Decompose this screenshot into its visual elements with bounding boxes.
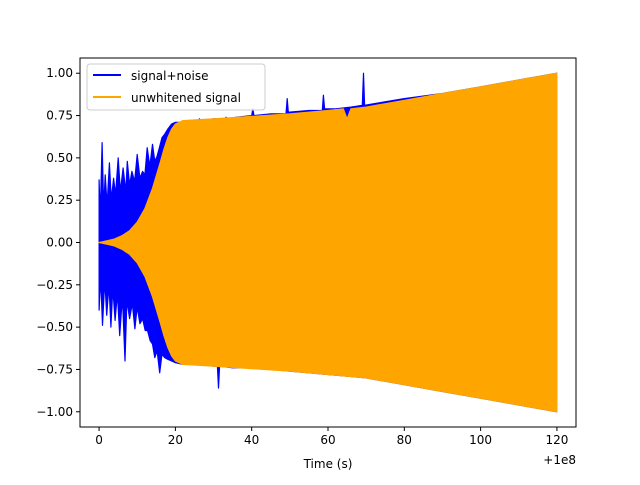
y-tick-label: 0.75 [46,109,73,123]
x-tick-label: 80 [397,433,412,447]
y-axis: 1.00 0.75 0.50 0.25 0.00 −0.25 −0.50 −0.75 −1.00 [36,66,80,419]
legend: signal+noise unwhitened signal [86,63,266,111]
x-tick-label: 100 [469,433,492,447]
y-tick-label: −1.00 [36,405,73,419]
series-unwhitened-signal [98,72,558,413]
x-tick-label: 60 [320,433,335,447]
x-axis-offset-label: +1e8 [543,453,576,467]
legend-label-unwhitened-signal: unwhitened signal [131,91,241,105]
x-axis-label: Time (s) [303,457,353,471]
y-tick-label: 0.00 [46,236,73,250]
y-tick-label: 0.50 [46,151,73,165]
series-layer [98,72,558,413]
x-axis: 0 20 40 60 80 100 120 [95,427,568,447]
y-tick-label: −0.75 [36,362,73,376]
y-tick-label: −0.25 [36,278,73,292]
y-tick-label: −0.50 [36,320,73,334]
legend-label-signal-noise: signal+noise [131,69,208,83]
x-tick-label: 20 [168,433,183,447]
y-tick-label: 0.25 [46,193,73,207]
x-tick-label: 0 [95,433,103,447]
x-tick-label: 40 [244,433,259,447]
y-tick-label: 1.00 [46,66,73,80]
x-tick-label: 120 [545,433,568,447]
legend-box [86,63,266,111]
